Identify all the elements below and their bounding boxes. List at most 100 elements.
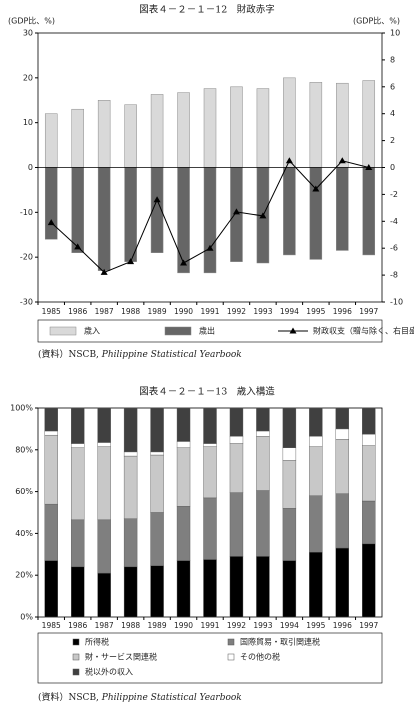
y-tick-label: 40%: [15, 529, 33, 538]
bar-segment: [335, 407, 350, 430]
bar-segment: [229, 556, 244, 618]
balance-marker: [312, 185, 320, 192]
source-title: Philippine Statistical Yearbook: [101, 350, 242, 360]
legend-label: 所得税: [85, 637, 109, 647]
bar: [150, 94, 164, 168]
bar-segment: [150, 454, 164, 513]
bar-segment: [176, 447, 191, 507]
legend-box: [37, 319, 383, 343]
bar-segment: [256, 556, 270, 618]
chart-title: 図表４－２－１－13 歳入構造: [139, 386, 275, 398]
bar-segment: [309, 495, 323, 553]
bar-segment: [335, 547, 350, 618]
bar: [362, 167, 376, 256]
legend-label: その他の税: [240, 652, 280, 662]
y2-tick-label: 2: [390, 136, 395, 145]
bar: [177, 167, 190, 274]
bar-segment: [335, 439, 350, 494]
x-tick-label: 1993: [253, 621, 272, 630]
x-tick-label: 1990: [174, 307, 193, 316]
y-tick-label: 60%: [15, 487, 33, 496]
bar: [230, 86, 243, 168]
bar-segment: [362, 543, 376, 618]
bar: [336, 167, 349, 251]
legend-swatch: [72, 638, 80, 646]
bar-segment: [256, 436, 270, 491]
balance-marker: [338, 157, 346, 164]
bar-segment: [309, 436, 323, 447]
bar-segment: [150, 451, 164, 456]
y-tick-label: -30: [20, 298, 33, 307]
source-text: (資料）NSCB,: [38, 691, 102, 703]
legend-label: 歳出: [199, 326, 215, 336]
bar-segment: [256, 490, 270, 557]
bar-segment: [123, 566, 138, 618]
x-tick-label: 1995: [306, 621, 325, 630]
y2-tick-label: -4: [390, 217, 398, 226]
x-tick-label: 1989: [148, 307, 167, 316]
source-title: Philippine Statistical Yearbook: [101, 693, 242, 703]
bar-segment: [123, 518, 138, 568]
x-tick-label: 1992: [227, 307, 246, 316]
bar-segment: [282, 508, 297, 561]
bar-segment: [150, 407, 164, 453]
bar-segment: [97, 572, 111, 618]
y-tick-label: 30: [23, 29, 33, 38]
legend-swatch: [72, 653, 80, 661]
y2-tick-label: 8: [390, 55, 395, 64]
bar-segment: [229, 492, 244, 557]
legend-label: 税以外の収入: [85, 667, 133, 677]
bar-segment: [362, 407, 376, 435]
bar: [203, 88, 217, 168]
y2-tick-label: 4: [390, 109, 395, 118]
bar: [44, 167, 58, 240]
bar-segment: [282, 560, 297, 618]
bar: [124, 167, 137, 262]
bar-segment: [282, 407, 297, 448]
y2-tick-label: -2: [390, 190, 398, 199]
bar-segment: [70, 447, 85, 521]
x-tick-label: 1988: [121, 307, 140, 316]
bar-segment: [150, 512, 164, 566]
x-tick-label: 1985: [42, 307, 61, 316]
bar-segment: [229, 436, 244, 444]
bar: [283, 167, 296, 256]
bar-segment: [123, 451, 138, 457]
y-tick-label: 20: [23, 73, 33, 82]
bar-segment: [203, 497, 217, 560]
x-tick-label: 1991: [200, 621, 219, 630]
bar: [97, 100, 111, 168]
y2-tick-label: -8: [390, 271, 398, 280]
bar-segment: [70, 566, 85, 618]
legend-label: 国際貿易・取引関連税: [240, 637, 320, 647]
bar-segment: [150, 565, 164, 618]
y2-tick-label: 6: [390, 82, 395, 91]
x-tick-label: 1994: [280, 621, 299, 630]
y-tick-label: 80%: [15, 445, 33, 454]
x-tick-label: 1993: [253, 307, 272, 316]
bar-segment: [176, 506, 191, 561]
balance-marker: [206, 244, 214, 251]
x-tick-label: 1986: [68, 621, 87, 630]
source-text: (資料）NSCB,: [38, 348, 102, 360]
bar-segment: [123, 455, 138, 519]
bar-segment: [70, 519, 85, 568]
bar-segment: [335, 428, 350, 440]
bar-segment: [229, 443, 244, 493]
chart-title: 図表４－２－１－12 財政赤字: [139, 4, 275, 16]
bar-segment: [309, 552, 323, 618]
bar: [230, 167, 243, 262]
balance-marker: [180, 259, 188, 266]
y2-tick-label: 0: [390, 163, 395, 172]
bar-segment: [97, 519, 111, 574]
bar-segment: [203, 559, 217, 618]
x-tick-label: 1985: [42, 621, 61, 630]
bar-segment: [70, 443, 85, 448]
bar-segment: [44, 407, 58, 432]
y-tick-label: 0: [28, 163, 33, 172]
x-tick-label: 1994: [280, 307, 299, 316]
legend-swatch: [164, 326, 192, 336]
bar-segment: [44, 560, 58, 618]
x-tick-label: 1992: [227, 621, 246, 630]
legend-label: 財・サービス関連税: [85, 652, 157, 662]
